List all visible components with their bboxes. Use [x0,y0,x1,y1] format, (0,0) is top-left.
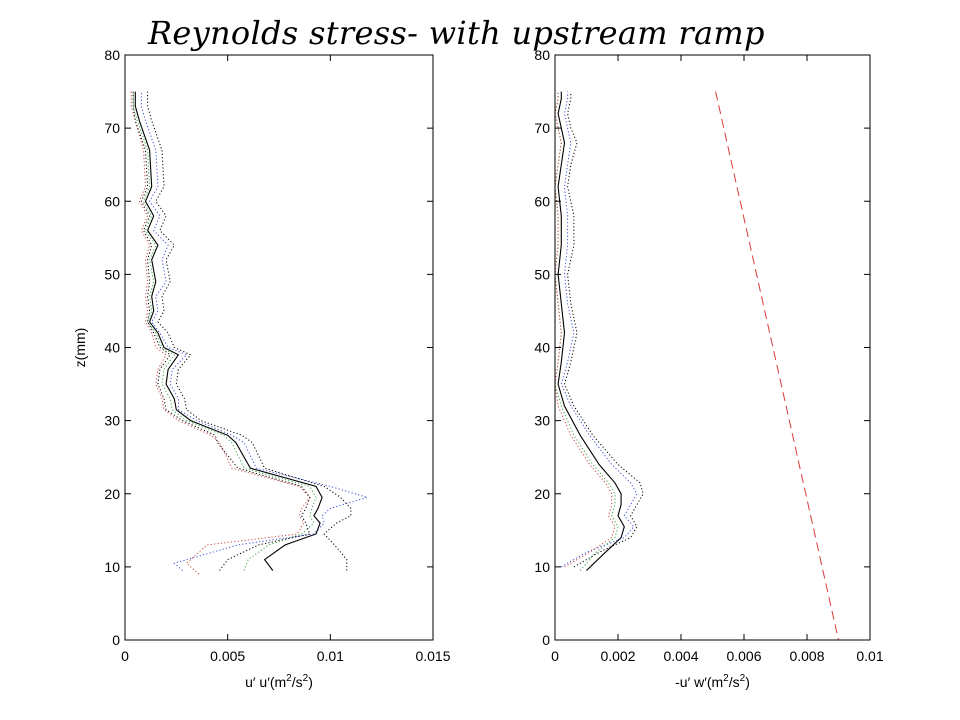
y-tick-label: 70 [104,120,120,136]
series-black-solid-1 [134,91,323,571]
y-tick-label: 40 [534,340,550,356]
series-black-dotted-6 [132,91,311,571]
y-tick-label: 70 [534,120,550,136]
x-tick-label: 0.01 [856,648,883,664]
series-black-dotted-5 [563,91,644,568]
x-axis-label: u′ u′(m2/s2) [245,673,313,690]
y-tick-label: 80 [104,47,120,63]
y-tick-label: 40 [104,340,120,356]
page-title: Reynolds stress- with upstream ramp [148,14,765,52]
series-black-dotted-5 [147,91,352,571]
y-tick-label: 30 [534,413,550,429]
y-tick-label: 0 [112,632,120,648]
y-tick-label: 60 [104,193,120,209]
y-tick-label: 60 [534,193,550,209]
chart-panel-1: 0 0.005 0.01 0.015 0 10 20 30 40 50 60 70 80 u′ u′(m2… [72,47,451,690]
series-blue-dotted-2 [140,91,370,571]
y-tick-label: 10 [534,559,550,575]
x-tick-label: 0.004 [663,648,698,664]
x-tick-label: 0.01 [317,648,344,664]
y-tick-label: 20 [534,486,550,502]
x-tick-label: 0 [121,648,129,664]
y-tick-label: 80 [534,47,550,63]
y-tick-label: 20 [104,486,120,502]
y-tick-label: 50 [534,266,550,282]
x-tick-label: 0 [551,648,559,664]
y-axis-label: z(mm) [72,328,88,368]
y-tick-label: 10 [104,559,120,575]
x-tick-label: 0.008 [789,648,824,664]
y-tick-label: 0 [542,632,550,648]
x-tick-label: 0.002 [600,648,635,664]
axes-box [124,54,434,641]
x-tick-label: 0.006 [726,648,761,664]
x-tick-label: 0.005 [210,648,245,664]
x-axis-label: -u′ w′(m2/s2) [675,673,750,690]
series-green-dotted-3 [555,91,619,571]
series-green-dotted-3 [132,91,317,571]
y-tick-label: 50 [104,266,120,282]
series-dashed_red-dashed-6 [715,91,839,640]
series-blue-dotted-2 [560,91,638,568]
chart-panel-2: 0 0.002 0.004 0.006 0.008 0.01 0 10 20 30 40 50 60 70… [534,47,883,690]
axes-box [554,54,871,641]
x-tick-label: 0.015 [415,648,450,664]
y-tick-label: 30 [104,413,120,429]
series-black-solid-1 [557,91,625,571]
